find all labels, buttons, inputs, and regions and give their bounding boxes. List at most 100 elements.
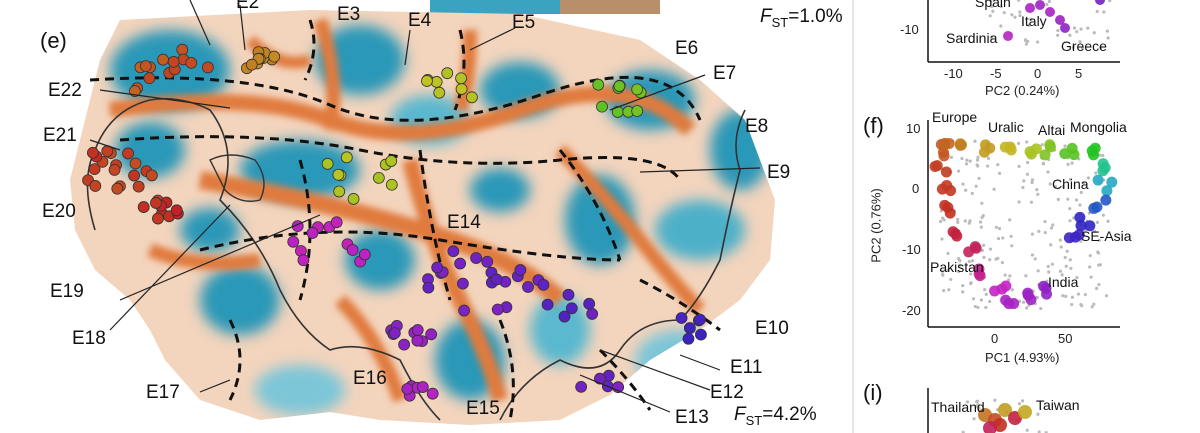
sample-point bbox=[137, 201, 150, 213]
sample-point bbox=[108, 164, 121, 176]
pca-point bbox=[936, 183, 948, 195]
background-point bbox=[1063, 255, 1067, 260]
background-point bbox=[1088, 253, 1092, 258]
sample-point bbox=[562, 288, 575, 301]
sample-point bbox=[150, 197, 162, 209]
background-point bbox=[1101, 213, 1105, 217]
place-taiwan: Taiwan bbox=[1036, 397, 1080, 413]
pca-point bbox=[1000, 280, 1012, 292]
zone-label-e18: E18 bbox=[72, 328, 106, 349]
background-point bbox=[1064, 294, 1068, 298]
f-pca-points bbox=[929, 137, 1118, 311]
previous-map-strip-warm bbox=[560, 0, 660, 14]
background-point bbox=[1058, 238, 1062, 242]
sample-point bbox=[421, 75, 433, 87]
sample-point bbox=[185, 56, 198, 69]
sample-point bbox=[631, 105, 644, 117]
pca-point bbox=[1100, 194, 1112, 206]
sample-point bbox=[132, 180, 145, 193]
background-point bbox=[1010, 244, 1014, 248]
background-point bbox=[961, 290, 965, 294]
pca-point bbox=[1039, 149, 1051, 161]
background-point bbox=[972, 417, 976, 421]
pca-point bbox=[939, 137, 951, 149]
sample-point bbox=[306, 227, 319, 239]
zone-label-e3: E3 bbox=[337, 4, 361, 25]
background-point bbox=[1022, 179, 1026, 183]
background-point bbox=[956, 217, 960, 222]
background-point bbox=[1002, 11, 1006, 15]
sample-point bbox=[385, 178, 398, 191]
i-pca-points bbox=[961, 398, 1048, 433]
background-point bbox=[980, 201, 984, 205]
background-point bbox=[1094, 286, 1099, 290]
background-point bbox=[1035, 295, 1039, 299]
background-point bbox=[974, 184, 978, 188]
background-point bbox=[1036, 412, 1040, 416]
top-x-tick-1: -10 bbox=[944, 66, 963, 81]
sample-point bbox=[425, 328, 438, 341]
pca-point bbox=[1025, 294, 1037, 306]
background-point bbox=[1017, 402, 1022, 406]
background-point bbox=[1070, 161, 1074, 165]
sample-point bbox=[388, 327, 401, 340]
pca-point bbox=[929, 160, 941, 172]
sample-point bbox=[441, 67, 454, 80]
background-point bbox=[1106, 219, 1110, 223]
background-point bbox=[956, 220, 960, 224]
fst-symbol: F bbox=[734, 404, 746, 425]
zone-label-e20: E20 bbox=[42, 201, 76, 222]
barrier-field bbox=[108, 17, 705, 403]
sample-point bbox=[143, 72, 156, 85]
background-point bbox=[1047, 270, 1051, 274]
sample-point bbox=[401, 383, 414, 395]
background-point bbox=[997, 171, 1002, 175]
background-point bbox=[1086, 26, 1090, 30]
zone-label-e2: E2 bbox=[236, 0, 260, 13]
background-point bbox=[1095, 220, 1100, 224]
sample-points bbox=[82, 43, 707, 402]
background-point bbox=[1024, 274, 1028, 278]
background-point bbox=[1000, 261, 1005, 265]
sample-point bbox=[86, 146, 99, 159]
zone-label-e15: E15 bbox=[466, 398, 500, 419]
pca-point bbox=[938, 150, 950, 162]
place-italy: Italy bbox=[1021, 13, 1047, 29]
background-point bbox=[1036, 192, 1040, 196]
background-point bbox=[983, 288, 987, 292]
background-point bbox=[1017, 200, 1021, 204]
sample-point bbox=[333, 185, 346, 198]
background-point bbox=[988, 258, 992, 262]
background-point bbox=[1105, 29, 1110, 33]
background-point bbox=[1056, 33, 1060, 37]
background-point bbox=[970, 191, 974, 195]
background-point bbox=[1045, 3, 1049, 7]
pca-point bbox=[1074, 211, 1086, 223]
background-point bbox=[1079, 27, 1083, 31]
background-point bbox=[1022, 300, 1026, 304]
background-point bbox=[978, 220, 983, 224]
pca-point bbox=[1101, 185, 1113, 197]
background-point bbox=[1106, 36, 1110, 40]
zone-label-e21: E21 bbox=[43, 125, 77, 146]
background-point bbox=[949, 155, 954, 159]
zone-label-e12: E12 bbox=[710, 382, 744, 403]
sample-point bbox=[347, 193, 360, 205]
background-point bbox=[1096, 251, 1101, 255]
background-point bbox=[1095, 9, 1099, 14]
background-point bbox=[1010, 288, 1014, 292]
background-point bbox=[999, 24, 1003, 28]
caspian-sea bbox=[209, 154, 265, 202]
background-point bbox=[961, 284, 965, 288]
sample-point bbox=[593, 372, 606, 385]
background-point bbox=[1049, 226, 1054, 230]
sample-point bbox=[565, 302, 578, 315]
place-se-asia: SE-Asia bbox=[1081, 228, 1132, 244]
pca-point bbox=[1068, 149, 1080, 161]
background-point bbox=[980, 215, 984, 220]
background-point bbox=[1068, 177, 1073, 181]
background-point bbox=[1024, 306, 1029, 310]
pca-point bbox=[1018, 405, 1032, 419]
pca-point bbox=[1092, 174, 1104, 186]
background-point bbox=[1016, 141, 1021, 145]
